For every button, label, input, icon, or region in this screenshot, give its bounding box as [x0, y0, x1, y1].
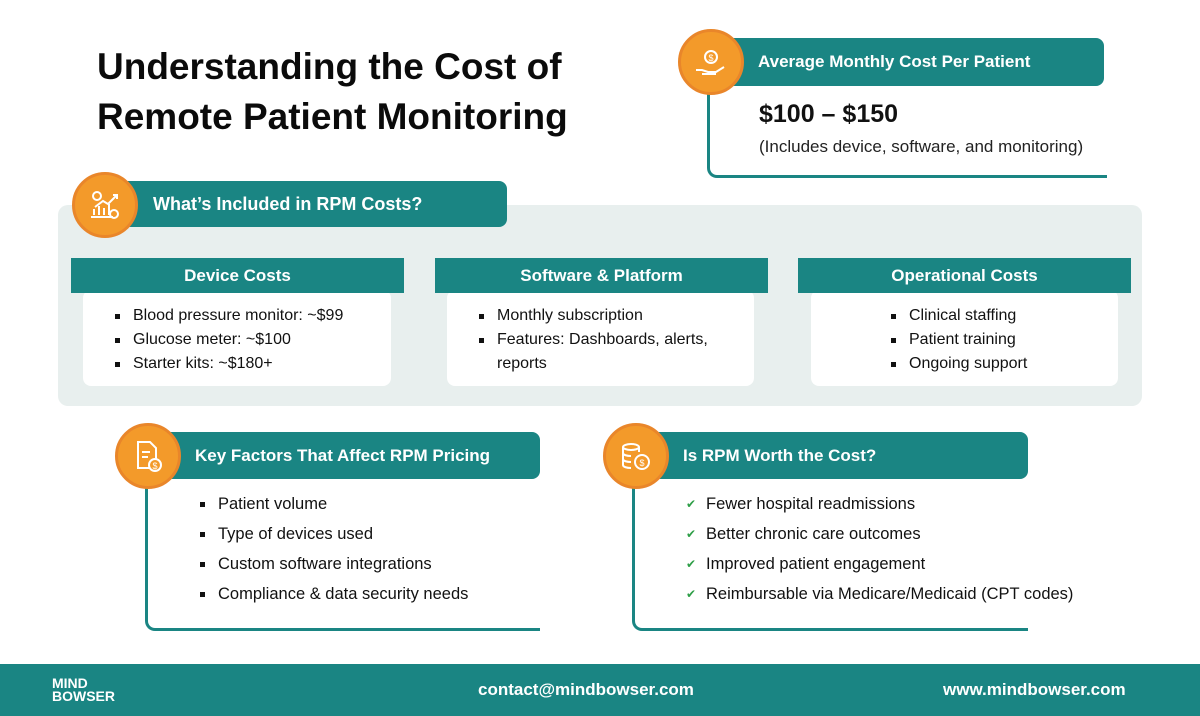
list-item: Custom software integrations	[198, 549, 468, 579]
operational-card: Clinical staffing Patient training Ongoing…	[811, 290, 1118, 386]
avg-heading: Average Monthly Cost Per Patient	[700, 38, 1104, 86]
avg-note: (Includes device, software, and monitori…	[759, 137, 1084, 156]
software-header: Software & Platform	[435, 258, 768, 293]
worth-heading: Is RPM Worth the Cost?	[640, 432, 1028, 479]
title-line-1: Understanding the Cost of	[97, 46, 562, 87]
svg-text:$: $	[708, 53, 713, 63]
coins-icon: $	[603, 423, 669, 489]
growth-chart-icon	[72, 172, 138, 238]
mindbowser-logo[interactable]: MIND BOWSER	[52, 675, 115, 704]
list-item: Patient volume	[198, 489, 468, 519]
worth-frame	[632, 460, 1028, 631]
logo-line-1: MIND	[52, 675, 88, 691]
list-item: Clinical staffing	[889, 304, 1118, 328]
list-item: Patient training	[889, 328, 1118, 352]
list-item: Compliance & data security needs	[198, 579, 468, 609]
document-dollar-icon: $	[115, 423, 181, 489]
hand-coin-icon: $	[678, 29, 744, 95]
factors-heading: Key Factors That Affect RPM Pricing	[150, 432, 540, 479]
list-item: Fewer hospital readmissions	[686, 489, 1073, 519]
list-item: Reimbursable via Medicare/Medicaid (CPT …	[686, 579, 1073, 609]
included-heading: What’s Included in RPM Costs?	[95, 181, 507, 227]
list-item: Starter kits: ~$180+	[113, 352, 391, 376]
list-item: Better chronic care outcomes	[686, 519, 1073, 549]
device-costs-card: Blood pressure monitor: ~$99 Glucose mete…	[83, 290, 391, 386]
svg-text:$: $	[152, 461, 157, 471]
list-item: Features: Dashboards, alerts, reports	[477, 328, 737, 376]
contact-email-link[interactable]: contact@mindbowser.com	[478, 680, 694, 699]
avg-frame	[707, 70, 1107, 178]
logo-line-2: BOWSER	[52, 688, 115, 704]
list-item: Monthly subscription	[477, 304, 737, 328]
footer: MIND BOWSER contact@mindbowser.com www.mi…	[0, 664, 1200, 716]
list-item: Glucose meter: ~$100	[113, 328, 391, 352]
software-card: Monthly subscription Features: Dashboards…	[447, 290, 754, 386]
device-costs-header: Device Costs	[71, 258, 404, 293]
list-item: Ongoing support	[889, 352, 1118, 376]
title-line-2: Remote Patient Monitoring	[97, 96, 568, 137]
factors-list: Patient volume Type of devices used Cust…	[198, 489, 468, 609]
svg-text:$: $	[639, 458, 644, 468]
list-item: Improved patient engagement	[686, 549, 1073, 579]
page-title: Understanding the Cost of Remote Patient …	[97, 42, 568, 142]
list-item: Type of devices used	[198, 519, 468, 549]
list-item: Blood pressure monitor: ~$99	[113, 304, 391, 328]
operational-header: Operational Costs	[798, 258, 1131, 293]
avg-price: $100 – $150	[759, 100, 899, 128]
worth-list: Fewer hospital readmissions Better chron…	[686, 489, 1073, 609]
factors-frame	[145, 460, 540, 631]
website-link[interactable]: www.mindbowser.com	[943, 680, 1126, 699]
